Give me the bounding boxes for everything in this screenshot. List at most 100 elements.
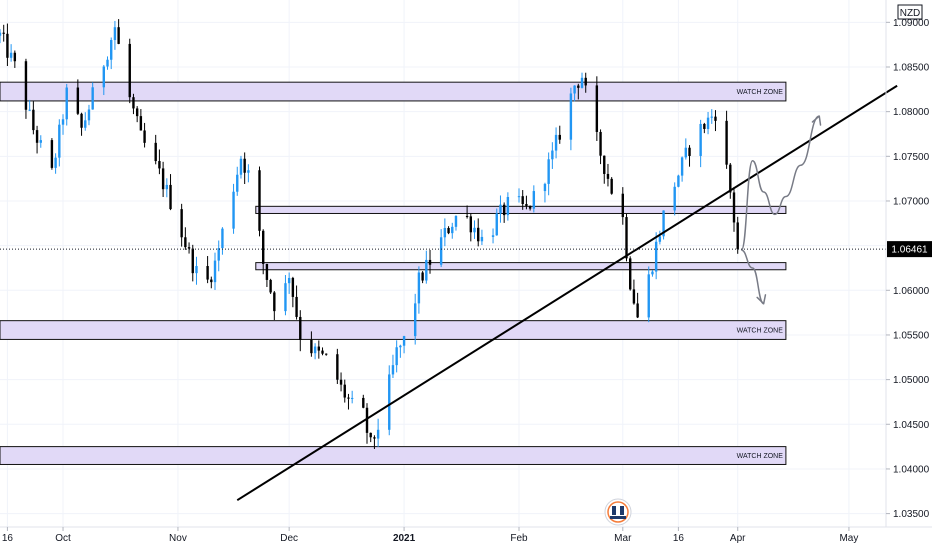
candle-108 <box>554 127 558 159</box>
candle-33 <box>165 178 169 198</box>
candle-body-106 <box>547 159 550 184</box>
candle-97 <box>499 195 502 223</box>
candle-8 <box>35 125 39 154</box>
x-tick-label-5: Feb <box>510 533 528 544</box>
zone-mid-lower-box[interactable] <box>255 262 787 271</box>
candle-body-54 <box>273 292 276 312</box>
y-tick-label-11: 1.09000 <box>893 18 930 29</box>
candle-body-85 <box>439 237 443 265</box>
candle-143 <box>736 216 739 254</box>
logo-circle <box>604 498 632 526</box>
projection-down-arrowhead <box>756 294 767 305</box>
watch-zones[interactable]: WATCH ZONE WATCH ZONE WATCH ZONE <box>0 81 787 465</box>
candle-body-34 <box>169 184 172 210</box>
candle-51 <box>262 229 265 275</box>
x-tick-label-0: 16 <box>2 533 14 544</box>
candle-16 <box>80 112 83 136</box>
candle-89 <box>454 215 458 231</box>
candle-104 <box>532 185 536 213</box>
logo-mark-right <box>620 506 624 515</box>
candle-135 <box>699 119 702 168</box>
drawing-tools[interactable] <box>236 84 898 502</box>
candle-134 <box>688 145 691 167</box>
candle-122 <box>629 256 632 291</box>
candle-body-115 <box>595 85 599 132</box>
candle-55 <box>284 275 287 316</box>
zone-mid-upper-box[interactable] <box>255 205 787 214</box>
candle-21 <box>106 56 109 70</box>
candle-94 <box>480 229 484 245</box>
candle-body-112 <box>577 85 580 88</box>
candle-19 <box>91 82 94 110</box>
candle-128 <box>658 230 662 245</box>
candle-body-56 <box>287 277 291 284</box>
candle-body-118 <box>606 173 610 179</box>
candle-121 <box>625 213 628 262</box>
candle-body-122 <box>629 258 632 290</box>
candle-body-117 <box>603 155 606 174</box>
candle-59 <box>299 310 302 352</box>
candle-body-46 <box>236 174 239 192</box>
candle-body-0 <box>0 32 2 36</box>
candle-65 <box>336 348 339 384</box>
candle-96 <box>495 208 498 236</box>
candle-body-11 <box>54 157 57 168</box>
zone-lower-box[interactable] <box>0 446 787 465</box>
candle-31 <box>158 149 161 175</box>
candle-body-30 <box>154 142 157 162</box>
candle-body-9 <box>39 140 42 143</box>
zone-middle-box[interactable] <box>0 320 787 340</box>
candle-47 <box>239 155 243 179</box>
candle-38 <box>191 244 194 282</box>
candle-119 <box>610 177 613 195</box>
candle-84 <box>428 249 432 274</box>
candle-body-60 <box>310 339 313 354</box>
candle-body-87 <box>447 227 450 234</box>
projection-down-path[interactable] <box>741 249 765 305</box>
candle-22 <box>110 37 113 70</box>
candle-13 <box>61 114 65 135</box>
trendline[interactable] <box>236 84 898 502</box>
y-tick-label-9: 1.08000 <box>893 107 930 118</box>
candle-body-38 <box>191 248 194 274</box>
candle-73 <box>373 435 376 450</box>
candle-67 <box>343 379 346 403</box>
x-tick-label-8: Apr <box>730 533 746 544</box>
candle-body-69 <box>350 397 354 399</box>
candle-body-97 <box>499 204 502 214</box>
candle-body-139 <box>714 116 717 121</box>
candle-body-39 <box>195 266 198 274</box>
x-tick-label-4: 2021 <box>393 533 416 544</box>
candle-body-103 <box>528 205 532 209</box>
candle-body-124 <box>636 303 639 318</box>
y-tick-label-3: 1.05000 <box>893 375 930 386</box>
candle-92 <box>473 220 476 239</box>
candle-body-29 <box>143 130 146 143</box>
candle-body-111 <box>573 85 576 94</box>
candle-28 <box>139 109 143 131</box>
candle-body-133 <box>684 147 688 158</box>
candle-body-61 <box>313 346 317 354</box>
price-axis[interactable]: NZD 1.03500 1.04000 1.04500 1.05000 1.05500 1… <box>885 0 932 527</box>
candle-body-12 <box>58 124 61 158</box>
candle-body-15 <box>76 87 80 114</box>
candle-66 <box>339 372 343 392</box>
candle-130 <box>673 182 676 216</box>
projection-up-path[interactable] <box>740 115 820 251</box>
candle-95 <box>491 228 495 244</box>
zone-upper-box[interactable] <box>0 81 787 102</box>
candle-37 <box>187 242 191 254</box>
candle-41 <box>210 276 213 289</box>
candle-body-88 <box>451 226 454 234</box>
candle-69 <box>350 390 354 404</box>
candle-64 <box>325 353 328 356</box>
candle-body-45 <box>232 191 235 229</box>
time-axis[interactable]: 16 Oct Nov Dec 2021 Feb Mar 16 Apr May <box>0 526 932 544</box>
x-tick-label-7: 16 <box>673 533 685 544</box>
candle-body-134 <box>688 147 691 156</box>
candle-35 <box>180 203 183 247</box>
candle-body-23 <box>113 27 117 41</box>
candle-132 <box>680 156 684 182</box>
candle-60 <box>310 331 313 357</box>
